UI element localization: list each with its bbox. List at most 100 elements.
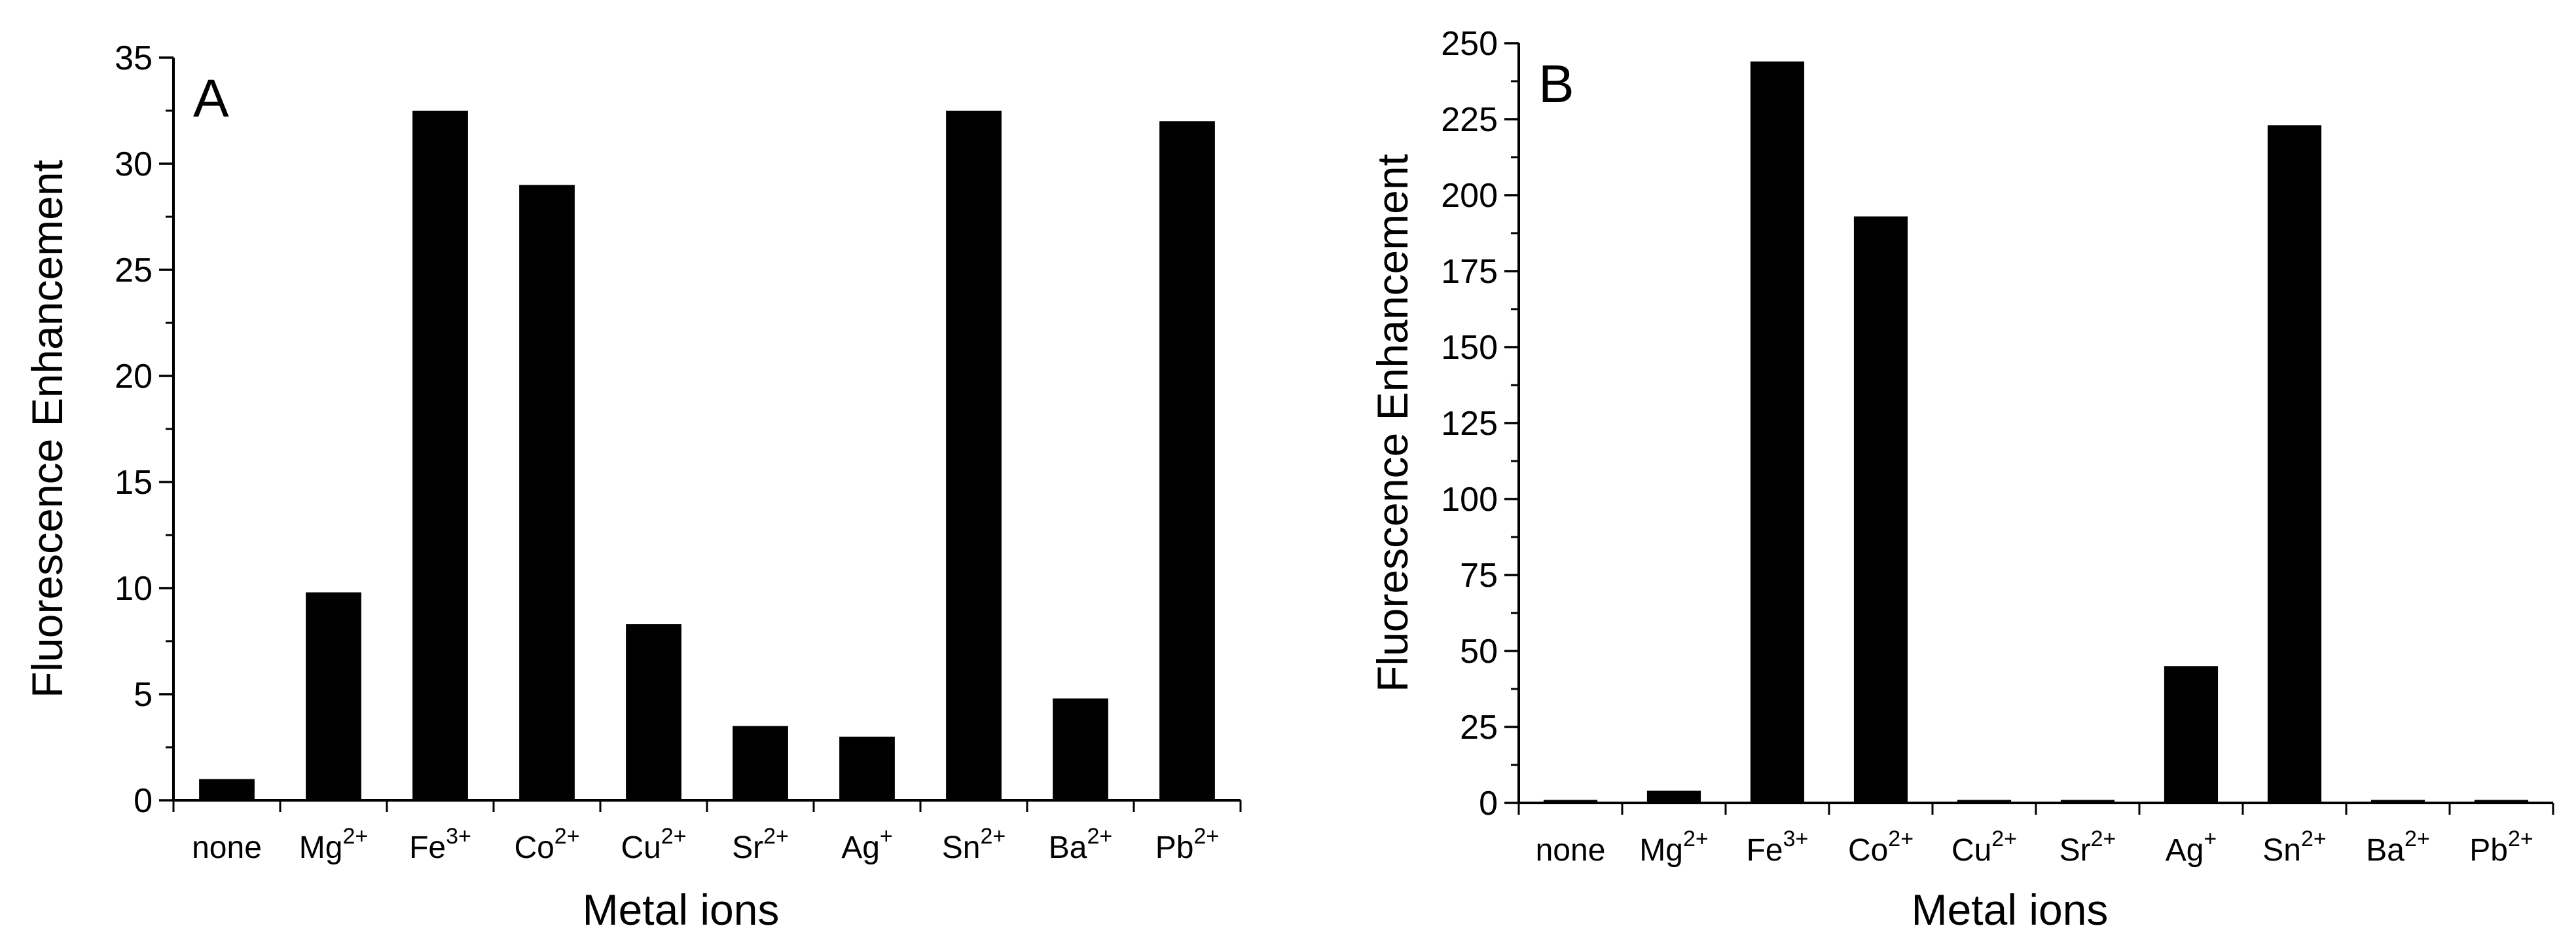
x-tick-label: Cu2+ <box>1951 826 2017 868</box>
x-tick-label: Fe3+ <box>1747 826 1809 868</box>
x-tick-label: Ba2+ <box>2366 826 2429 868</box>
x-tick-label-superscript: 2+ <box>1991 826 2017 851</box>
y-tick-label: 125 <box>1441 405 1498 443</box>
x-tick-label: none <box>1536 833 1606 868</box>
x-tick-label: Sn2+ <box>2262 826 2326 868</box>
bar <box>1853 216 1908 804</box>
y-tick-label: 30 <box>115 145 153 183</box>
x-tick-label-base: Ba <box>1049 830 1087 865</box>
x-tick-label-base: Mg <box>299 830 343 865</box>
bar <box>1159 121 1215 801</box>
x-tick-label: Co2+ <box>514 824 579 865</box>
y-tick-label: 100 <box>1441 481 1498 519</box>
bar <box>306 592 361 800</box>
x-tick-label-superscript: 3+ <box>446 824 471 849</box>
x-tick-label: Cu2+ <box>621 824 686 865</box>
y-tick-label: 250 <box>1441 25 1498 63</box>
x-tick-label-superscript: 2+ <box>2091 826 2116 851</box>
y-tick-label: 200 <box>1441 177 1498 215</box>
x-tick-label: Sr2+ <box>2059 826 2116 868</box>
x-tick-label-base: Pb <box>1155 830 1194 865</box>
x-tick-label: Ag+ <box>2166 826 2217 868</box>
x-tick-label-base: Sn <box>942 830 981 865</box>
x-tick-label-base: Sn <box>2262 833 2301 868</box>
x-tick-label-superscript: 2+ <box>342 824 368 849</box>
y-tick-label: 50 <box>1460 633 1498 671</box>
y-axis-title: Fluorescence Enhancement <box>1368 154 1417 692</box>
x-tick-label-superscript: 2+ <box>661 824 687 849</box>
y-axis-title: Fluorescence Enhancement <box>23 160 71 698</box>
x-tick-label-superscript: 2+ <box>763 824 789 849</box>
x-tick-label-base: Fe <box>1747 833 1783 868</box>
x-tick-label-base: none <box>1536 833 1606 868</box>
x-tick-label-superscript: 2+ <box>980 824 1006 849</box>
x-tick-label: Co2+ <box>1848 826 1914 868</box>
x-tick-label-superscript: + <box>2204 826 2217 851</box>
x-tick-label-base: Ag <box>2166 833 2204 868</box>
y-tick-label: 175 <box>1441 253 1498 291</box>
panel-label: B <box>1538 54 1574 114</box>
bar <box>1646 790 1701 803</box>
x-tick-label: none <box>192 830 262 865</box>
y-tick-label: 0 <box>1479 785 1498 823</box>
bar <box>1053 698 1108 800</box>
panel-label: A <box>193 69 229 128</box>
x-tick-label-superscript: + <box>880 824 893 849</box>
x-tick-label-superscript: 2+ <box>2301 826 2327 851</box>
x-tick-label-base: Ba <box>2366 833 2404 868</box>
y-tick-label: 150 <box>1441 329 1498 367</box>
y-tick-label: 35 <box>115 39 153 77</box>
y-tick-label: 5 <box>134 676 153 714</box>
x-tick-label-superscript: 2+ <box>554 824 580 849</box>
y-tick-label: 0 <box>134 782 153 820</box>
bar <box>839 736 895 800</box>
x-tick-label-superscript: 2+ <box>1888 826 1914 851</box>
x-tick-label-base: Cu <box>621 830 661 865</box>
x-tick-label-superscript: 3+ <box>1783 826 1809 851</box>
x-tick-label-superscript: 2+ <box>2508 826 2533 851</box>
bar <box>1750 61 1805 804</box>
bar <box>2474 800 2529 803</box>
x-tick-label-base: Ag <box>841 830 880 865</box>
x-tick-label: Mg2+ <box>1639 826 1708 868</box>
x-tick-label: Fe3+ <box>409 824 471 865</box>
bar <box>412 111 468 800</box>
x-tick-label-base: none <box>192 830 262 865</box>
bar <box>733 726 788 800</box>
bar <box>626 624 681 800</box>
bar <box>199 779 255 800</box>
x-tick-label: Pb2+ <box>1155 824 1219 865</box>
x-axis-title: Metal ions <box>583 885 780 934</box>
x-tick-label-superscript: 2+ <box>1193 824 1219 849</box>
y-tick-label: 15 <box>115 464 153 502</box>
x-tick-label: Sr2+ <box>732 824 789 865</box>
bar <box>2267 125 2322 803</box>
bar <box>1957 800 2012 803</box>
x-tick-label-base: Co <box>514 830 554 865</box>
y-tick-label: 75 <box>1460 557 1498 595</box>
x-tick-label: Sn2+ <box>942 824 1006 865</box>
bar <box>2370 800 2425 803</box>
x-tick-label-superscript: 2+ <box>1683 826 1709 851</box>
bar <box>519 185 575 800</box>
x-tick-label: Ba2+ <box>1049 824 1112 865</box>
bar <box>2060 800 2115 803</box>
y-tick-label: 10 <box>115 570 153 608</box>
y-tick-label: 25 <box>1460 709 1498 747</box>
y-tick-label: 20 <box>115 358 153 396</box>
x-tick-label-base: Mg <box>1639 833 1683 868</box>
y-tick-label: 25 <box>115 251 153 289</box>
bar <box>1543 800 1598 803</box>
x-tick-label-base: Sr <box>732 830 763 865</box>
bar <box>2164 666 2219 803</box>
x-tick-label-base: Co <box>1848 833 1888 868</box>
x-tick-label-base: Pb <box>2469 833 2508 868</box>
x-tick-label-base: Cu <box>1951 833 1991 868</box>
x-tick-label: Mg2+ <box>299 824 368 865</box>
x-tick-label-base: Fe <box>409 830 446 865</box>
x-axis-title: Metal ions <box>1912 885 2109 934</box>
x-tick-label: Ag+ <box>841 824 893 865</box>
